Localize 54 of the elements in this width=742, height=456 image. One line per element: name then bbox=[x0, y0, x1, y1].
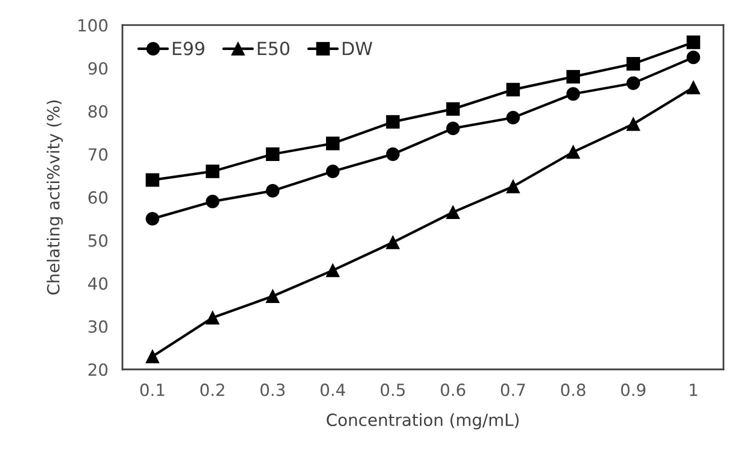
y-tick-label: 90 bbox=[88, 62, 108, 75]
point bbox=[266, 289, 280, 303]
point bbox=[206, 164, 220, 178]
point bbox=[506, 82, 520, 96]
x-tick-label: 0.1 bbox=[140, 384, 164, 396]
x-axis-title: Concentration (mg/mL) bbox=[326, 413, 519, 430]
point bbox=[266, 184, 280, 198]
x-tick-label: 0.4 bbox=[320, 384, 346, 396]
point bbox=[146, 173, 160, 187]
y-tick-label: 60 bbox=[88, 191, 108, 204]
point bbox=[566, 70, 580, 84]
point bbox=[386, 147, 400, 161]
point bbox=[626, 117, 640, 131]
point bbox=[506, 180, 520, 194]
point bbox=[446, 102, 460, 116]
point bbox=[146, 350, 160, 364]
y-axis-title: Chelating acti%vity (%) bbox=[46, 100, 63, 294]
legend-label: E50 bbox=[258, 42, 290, 56]
point bbox=[686, 80, 700, 94]
point bbox=[506, 110, 520, 124]
x-tick-label: 0.9 bbox=[621, 384, 646, 396]
point bbox=[446, 122, 460, 136]
x-tick-label: 0.3 bbox=[260, 384, 285, 396]
point bbox=[626, 57, 640, 71]
point bbox=[446, 206, 460, 220]
point bbox=[326, 136, 340, 150]
y-tick-label: 30 bbox=[88, 320, 108, 333]
x-tick-label: 0.8 bbox=[561, 384, 586, 396]
x-tick-label: 0.2 bbox=[200, 384, 224, 396]
x-tick-label: 0.6 bbox=[440, 384, 466, 396]
x-tick-label: 1 bbox=[690, 384, 698, 396]
point bbox=[206, 194, 220, 208]
point bbox=[326, 164, 340, 178]
y-tick-label: 40 bbox=[88, 277, 108, 290]
point bbox=[386, 115, 400, 129]
point bbox=[566, 145, 580, 159]
point bbox=[626, 76, 640, 90]
point bbox=[146, 212, 160, 226]
y-tick-label: 100 bbox=[78, 19, 108, 32]
x-tick-label: 0.7 bbox=[500, 384, 525, 396]
point bbox=[686, 50, 700, 64]
point bbox=[266, 147, 280, 161]
y-tick-label: 80 bbox=[88, 105, 108, 118]
y-tick-label: 70 bbox=[88, 148, 108, 161]
point bbox=[206, 310, 220, 324]
point bbox=[566, 87, 580, 101]
x-tick-label: 0.5 bbox=[380, 384, 405, 396]
legend-label: E99 bbox=[172, 42, 204, 56]
y-tick-label: 20 bbox=[88, 363, 108, 376]
legend-label: DW bbox=[342, 42, 372, 56]
point bbox=[326, 264, 340, 278]
point bbox=[386, 236, 400, 250]
y-tick-label: 50 bbox=[88, 234, 108, 247]
point bbox=[686, 36, 700, 50]
